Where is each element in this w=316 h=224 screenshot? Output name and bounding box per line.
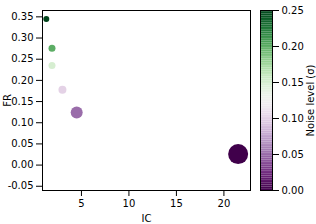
svg-text:10: 10 — [123, 198, 136, 209]
svg-text:20: 20 — [218, 198, 231, 209]
svg-text:0.10: 0.10 — [282, 113, 304, 124]
svg-text:-0.05: -0.05 — [8, 180, 34, 191]
svg-text:0.00: 0.00 — [282, 185, 304, 196]
svg-text:0.35: 0.35 — [11, 11, 33, 22]
svg-text:15: 15 — [170, 198, 183, 209]
svg-text:0.10: 0.10 — [11, 117, 33, 128]
svg-text:FR: FR — [2, 94, 13, 107]
svg-text:Noise level (σ): Noise level (σ) — [305, 64, 316, 136]
svg-text:0.25: 0.25 — [282, 5, 304, 16]
svg-text:5: 5 — [78, 198, 84, 209]
svg-text:0.20: 0.20 — [11, 75, 33, 86]
svg-text:0.15: 0.15 — [282, 77, 304, 88]
svg-text:0.30: 0.30 — [11, 32, 33, 43]
svg-text:IC: IC — [142, 213, 152, 224]
svg-text:0.20: 0.20 — [282, 41, 304, 52]
svg-text:0.05: 0.05 — [11, 138, 33, 149]
svg-text:0.00: 0.00 — [11, 159, 33, 170]
svg-text:0.25: 0.25 — [11, 53, 33, 64]
svg-text:0.15: 0.15 — [11, 96, 33, 107]
svg-text:0.05: 0.05 — [282, 149, 304, 160]
